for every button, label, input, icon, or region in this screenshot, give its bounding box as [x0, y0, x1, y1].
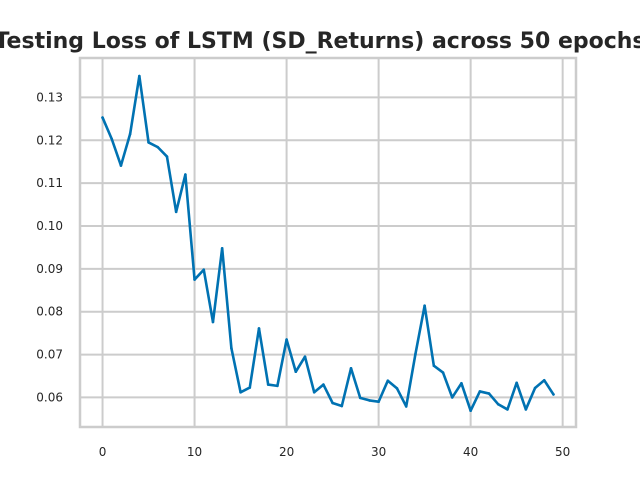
x-gridlines: [101, 58, 564, 427]
y-tick-label: 0.11: [36, 176, 63, 190]
plot-frame: [78, 56, 578, 429]
data-point: [294, 370, 298, 374]
data-point: [147, 141, 150, 144]
data-point: [138, 74, 141, 78]
y-tick-label: 0.10: [36, 219, 63, 233]
x-tick-label: 10: [187, 445, 202, 459]
x-tick-label: 30: [371, 445, 386, 459]
data-point: [303, 355, 307, 359]
data-point: [432, 364, 436, 368]
data-point: [460, 381, 463, 385]
data-point: [542, 378, 546, 382]
data-point: [101, 116, 104, 119]
data-point: [276, 384, 279, 388]
data-point: [450, 396, 454, 399]
data-point: [395, 387, 399, 390]
data-point: [515, 381, 518, 385]
series-line: [101, 74, 555, 413]
data-point: [110, 137, 114, 141]
x-tick-labels: 0 10 20 30 40 50: [99, 445, 571, 459]
data-point: [266, 383, 270, 386]
y-tick-labels: 0.06 0.07 0.08 0.09 0.10 0.11 0.12 0.13: [36, 90, 63, 404]
data-point: [248, 386, 252, 389]
data-point: [524, 408, 528, 411]
x-tick-label: 50: [555, 445, 570, 459]
data-point: [156, 145, 160, 149]
data-point: [128, 132, 132, 136]
data-point: [506, 408, 509, 411]
data-point: [119, 164, 123, 167]
x-tick-label: 0: [99, 445, 107, 459]
data-point: [165, 155, 169, 158]
data-point: [349, 366, 353, 370]
y-gridlines: [80, 96, 576, 399]
data-point: [478, 390, 482, 393]
y-tick-label: 0.06: [36, 390, 63, 404]
chart-title: Testing Loss of LSTM (SD_Returns) across…: [0, 29, 640, 54]
data-point: [184, 173, 187, 176]
data-point: [285, 338, 288, 341]
data-point: [202, 268, 206, 272]
y-tick-label: 0.12: [36, 133, 63, 147]
x-tick-label: 20: [279, 445, 294, 459]
series-layer: [101, 74, 555, 413]
data-point: [230, 346, 233, 350]
data-point: [404, 405, 408, 408]
data-point: [552, 393, 555, 396]
data-point: [331, 401, 334, 405]
data-point: [469, 409, 472, 413]
data-point: [377, 400, 380, 404]
x-tick-label: 40: [463, 445, 478, 459]
data-point: [414, 352, 417, 356]
data-point: [239, 390, 242, 394]
data-point: [368, 399, 371, 402]
data-point: [174, 210, 178, 214]
data-point: [211, 320, 215, 324]
data-point: [257, 327, 261, 330]
data-point: [358, 396, 362, 400]
data-point: [193, 278, 196, 281]
data-point: [312, 390, 316, 394]
data-point: [487, 392, 491, 395]
data-point: [441, 371, 445, 374]
y-tick-label: 0.07: [36, 348, 63, 362]
data-point: [423, 304, 426, 308]
data-point: [533, 386, 537, 390]
data-point: [220, 246, 224, 250]
y-tick-label: 0.08: [36, 305, 63, 319]
y-tick-label: 0.09: [36, 262, 63, 276]
data-point: [496, 402, 500, 406]
data-point: [386, 379, 390, 383]
data-point: [340, 404, 344, 408]
data-point: [322, 383, 325, 386]
y-tick-label: 0.13: [36, 90, 63, 104]
